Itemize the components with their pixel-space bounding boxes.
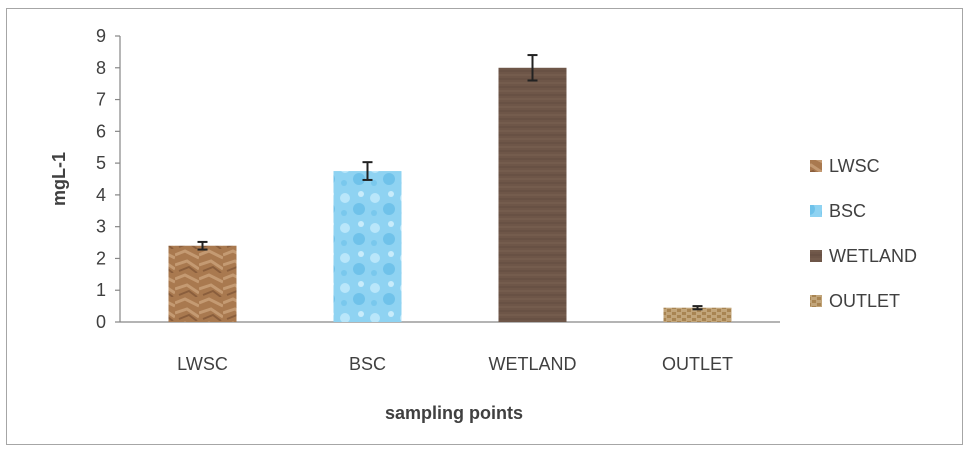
plot-area: 0 1 2 3 4 5 6 7 8 9 LWSC BSC WETLAND OUTLET: [96, 26, 780, 374]
y-tick-label: 3: [96, 217, 106, 237]
x-tick-label-bsc: BSC: [349, 354, 386, 374]
legend-swatch-wetland: [810, 250, 822, 262]
legend-swatch-lwsc: [810, 160, 822, 172]
legend: LWSC BSC WETLAND OUTLET: [810, 156, 917, 311]
legend-swatch-bsc: [810, 205, 822, 217]
x-axis-title: sampling points: [385, 403, 523, 423]
y-tick-label: 9: [96, 26, 106, 46]
y-tick-label: 6: [96, 121, 106, 141]
bar-lwsc: [168, 245, 237, 322]
x-tick-label-lwsc: LWSC: [177, 354, 228, 374]
bar-wetland: [498, 67, 567, 323]
y-tick-label: 1: [96, 280, 106, 300]
legend-label-outlet: OUTLET: [829, 291, 900, 311]
legend-label-bsc: BSC: [829, 201, 866, 221]
legend-label-wetland: WETLAND: [829, 246, 917, 266]
y-tick-label: 7: [96, 90, 106, 110]
legend-label-lwsc: LWSC: [829, 156, 880, 176]
chart-frame: 0 1 2 3 4 5 6 7 8 9 LWSC BSC WETLAND OUTLET LWSC BSC WE…: [6, 8, 963, 445]
bar-chart: 0 1 2 3 4 5 6 7 8 9 LWSC BSC WETLAND OUTLET LWSC BSC WE…: [49, 26, 917, 423]
legend-swatch-outlet: [810, 295, 822, 307]
y-tick-label: 2: [96, 248, 106, 268]
y-axis-title: mgL-1: [49, 152, 69, 206]
y-tick-label: 8: [96, 58, 106, 78]
y-tick-label: 5: [96, 153, 106, 173]
bar-outlet: [663, 307, 732, 322]
x-tick-label-wetland: WETLAND: [488, 354, 576, 374]
x-tick-label-outlet: OUTLET: [662, 354, 733, 374]
y-tick-label: 0: [96, 312, 106, 332]
bar-bsc: [333, 171, 402, 322]
y-tick-label: 4: [96, 185, 106, 205]
